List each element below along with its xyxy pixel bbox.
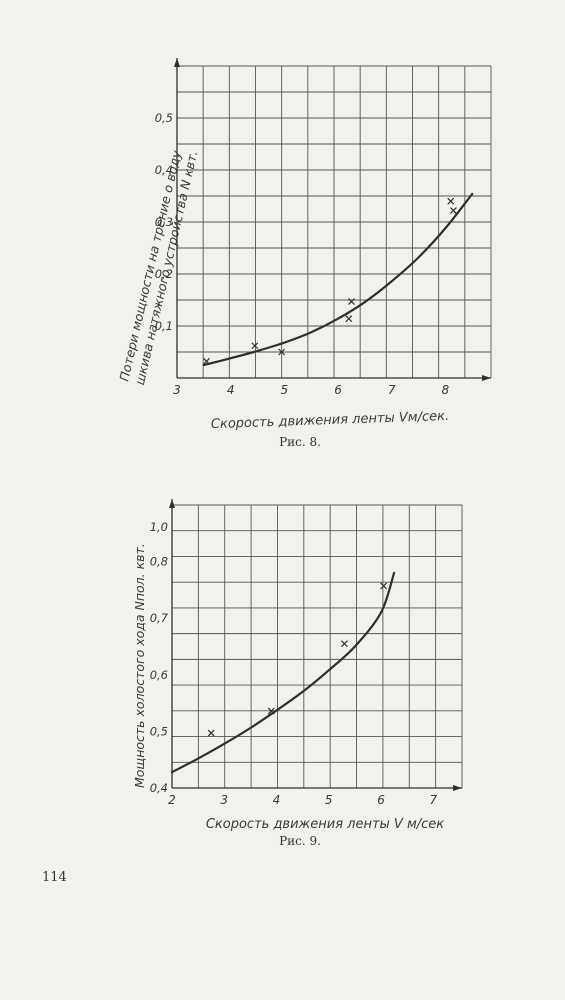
data-point-stroke [341, 640, 348, 648]
y-tick-label: 0,2 [155, 267, 173, 281]
figure-8-chart: 3 4 5 6 7 8 0,1 0,2 0,3 0,4 0,5 Скорость движения… [116, 58, 492, 432]
y-tick-label: 0,6 [150, 668, 168, 682]
series-line [202, 192, 474, 367]
data-point-marker [207, 729, 215, 737]
x-tick-label: 3 [173, 383, 181, 397]
fig9-grid [171, 504, 463, 789]
fig9-axes [169, 499, 462, 791]
x-tick-label: 6 [377, 793, 385, 807]
data-point-stroke [251, 342, 259, 350]
data-point-stroke [380, 582, 388, 590]
data-point-marker [348, 298, 355, 305]
y-tick-label: 0,8 [150, 555, 168, 569]
data-point-marker [267, 707, 275, 715]
y-tick-label: 0,1 [155, 319, 173, 333]
fig8-x-tick-labels: 3 4 5 6 7 8 [173, 383, 449, 397]
data-point-marker [278, 348, 286, 356]
fig9-y-axis-label: Мощность холостого хода Nпол. квт. [132, 543, 147, 788]
x-axis-arrow [482, 375, 491, 381]
x-tick-label: 7 [388, 383, 396, 397]
fig9-caption: Рис. 9. [279, 834, 321, 848]
figure-9-chart: 2 3 4 5 6 7 0,4 0,5 0,6 0,7 0,8 1,0 Скорость движе… [132, 499, 463, 832]
x-tick-label: 4 [273, 793, 281, 807]
data-point-stroke [203, 357, 210, 365]
y-tick-label: 0,5 [155, 111, 173, 125]
y-tick-label: 0,5 [150, 724, 168, 738]
x-tick-label: 3 [220, 793, 228, 807]
y-axis-arrow [169, 499, 175, 508]
data-point-marker [341, 640, 348, 648]
data-point-stroke [345, 315, 353, 323]
y-tick-label: 1,0 [150, 520, 168, 534]
x-tick-label: 5 [281, 383, 289, 397]
fig8-grid [176, 65, 492, 379]
fig8-x-axis-label: Скорость движения ленты Vм/сек. [211, 409, 450, 432]
y-axis-arrow [174, 58, 180, 67]
data-point-stroke [207, 729, 215, 737]
data-point-stroke [348, 298, 355, 305]
x-tick-label: 5 [325, 793, 333, 807]
fig8-series [202, 192, 474, 367]
data-point-marker [450, 207, 457, 214]
x-tick-label: 7 [429, 793, 437, 807]
fig8-points [203, 197, 457, 365]
fig8-axes [174, 58, 491, 381]
y-tick-label: 0,4 [150, 781, 168, 795]
x-tick-label: 6 [334, 383, 342, 397]
page-number: 114 [42, 870, 67, 885]
data-point-stroke [450, 207, 457, 214]
fig9-x-axis-label: Скорость движения ленты V м/сек [206, 817, 444, 832]
data-point-stroke [267, 707, 275, 715]
fig9-y-tick-labels: 0,4 0,5 0,6 0,7 0,8 1,0 [150, 520, 169, 795]
data-point-marker [345, 315, 353, 323]
data-point-marker [251, 342, 259, 350]
fig9-series [170, 571, 396, 774]
data-point-marker [203, 357, 210, 365]
y-tick-label: 0,4 [155, 163, 173, 177]
fig9-points [207, 582, 388, 737]
data-point-marker [380, 582, 388, 590]
x-tick-label: 8 [442, 383, 450, 397]
x-tick-label: 2 [168, 793, 176, 807]
fig8-caption: Рис. 8. [279, 435, 321, 449]
x-tick-label: 4 [227, 383, 235, 397]
y-tick-label: 0,7 [150, 611, 169, 625]
fig9-x-tick-labels: 2 3 4 5 6 7 [168, 793, 437, 807]
x-axis-arrow [453, 785, 462, 791]
data-point-stroke [447, 197, 455, 205]
series-line [170, 571, 396, 774]
fig8-y-tick-labels: 0,1 0,2 0,3 0,4 0,5 [155, 111, 173, 333]
y-tick-label: 0,3 [155, 215, 173, 229]
data-point-marker [447, 197, 455, 205]
data-point-stroke [278, 348, 286, 356]
